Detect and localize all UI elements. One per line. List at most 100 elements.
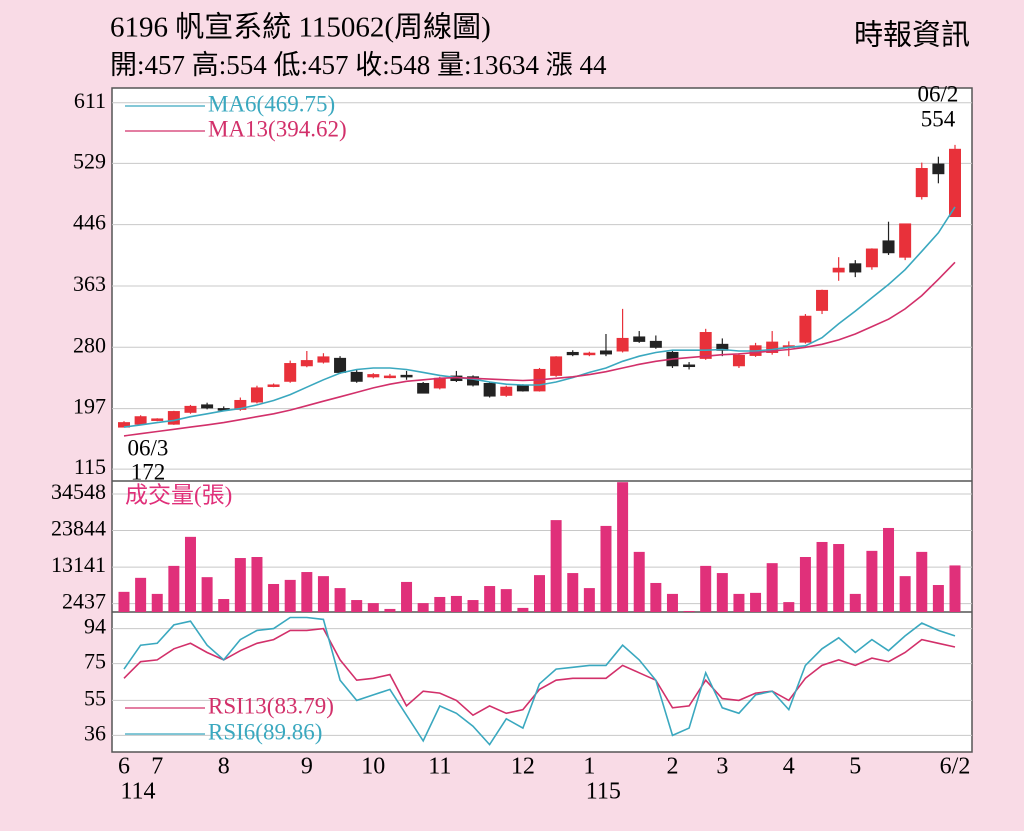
volume-bar	[534, 575, 545, 612]
candle-body	[483, 382, 496, 397]
candle-body	[433, 377, 446, 389]
volume-bar	[184, 536, 196, 612]
volume-bar	[949, 565, 961, 612]
candle-body	[799, 315, 812, 343]
x-tick-label: 7	[151, 754, 163, 780]
volume-bar	[650, 582, 662, 612]
y-tick-label: 36	[84, 720, 106, 745]
volume-bar	[583, 588, 595, 612]
volume-bar	[417, 603, 429, 612]
volume-bar	[633, 551, 645, 612]
x-tick-label: 9	[301, 754, 313, 780]
volume-bar	[617, 482, 629, 612]
candle-body	[732, 354, 745, 367]
volume-bar	[666, 593, 678, 612]
candle-body	[683, 364, 696, 368]
quote-info: 開:457 高:554 低:457 收:548 量:13634 漲 44	[110, 50, 607, 80]
volume-bar	[799, 557, 811, 612]
y-tick-label: 115	[74, 454, 106, 479]
volume-bar	[301, 572, 313, 612]
volume-bar	[683, 610, 695, 612]
volume-bar	[351, 600, 363, 612]
volume-bar	[750, 592, 762, 612]
volume-bar	[866, 550, 878, 612]
y-tick-label: 363	[73, 271, 106, 296]
candle-body	[832, 267, 845, 273]
volume-bar	[550, 520, 562, 612]
candle-body	[649, 340, 662, 348]
volume-bar	[833, 544, 845, 612]
candle-body	[400, 374, 413, 378]
candle-body	[350, 371, 363, 382]
candle-body	[134, 416, 147, 425]
x-tick-label: 3	[716, 754, 728, 780]
candle-body	[616, 337, 629, 352]
volume-bar	[700, 565, 712, 612]
y-tick-label: 94	[84, 614, 106, 639]
volume-bar	[367, 603, 379, 612]
x-tick-label: 1	[583, 754, 595, 780]
x-year-label: 114	[120, 779, 155, 805]
title: 6196 帆宣系統 115062(周線圖)	[110, 11, 491, 44]
volume-bar	[816, 541, 828, 612]
volume-bar	[517, 607, 529, 612]
volume-bar	[733, 593, 745, 612]
candle-body	[915, 168, 928, 198]
line	[123, 627, 956, 717]
candle-body	[882, 240, 895, 254]
volume-bar	[384, 608, 396, 612]
volume-bar	[268, 583, 280, 612]
candle-body	[250, 387, 263, 403]
x-tick-label: 11	[428, 754, 451, 780]
line	[123, 616, 956, 746]
volume-bar	[600, 525, 612, 612]
candle-body	[334, 357, 347, 373]
y-tick-label: 280	[73, 332, 106, 357]
volume-bar	[899, 576, 911, 612]
volume-bar	[118, 591, 130, 612]
y-tick-label: 611	[74, 88, 106, 113]
volume-bar	[284, 579, 296, 612]
candle-body	[766, 341, 779, 353]
x-tick-label: 6	[118, 754, 130, 780]
candle-body	[633, 336, 646, 342]
annotation: 554	[921, 106, 956, 131]
candle-body	[467, 376, 480, 386]
line	[123, 261, 956, 437]
y-tick-label: 55	[84, 685, 106, 710]
volume-bar	[766, 563, 778, 612]
source: 時報資訊	[854, 19, 970, 52]
candle-body	[317, 356, 330, 363]
x-tick-label: 12	[511, 754, 535, 780]
volume-bar	[484, 586, 496, 612]
candle-body	[932, 163, 945, 175]
candle-body	[865, 248, 878, 268]
legend-label: MA13(394.62)	[208, 116, 347, 141]
candle-body	[566, 351, 579, 356]
candle-body	[151, 418, 164, 421]
candle-body	[267, 384, 280, 387]
candle-body	[367, 374, 380, 378]
volume-bar	[201, 577, 213, 612]
candle-body	[583, 352, 596, 356]
x-tick-label: 2	[666, 754, 678, 780]
volume-bar	[500, 589, 512, 612]
volume-bar	[916, 551, 928, 612]
volume-bar	[234, 558, 246, 612]
annotation: 06/3	[128, 435, 169, 460]
volume-bar	[467, 600, 479, 612]
candle-body	[816, 289, 829, 311]
candle-body	[284, 363, 297, 382]
annotation: 06/2	[918, 81, 959, 106]
candle-body	[167, 411, 180, 425]
volume-bar	[849, 593, 861, 612]
y-tick-label: 2437	[62, 589, 106, 614]
volume-bar	[135, 577, 147, 612]
candle-body	[184, 405, 197, 413]
candle-body	[899, 223, 912, 258]
x-tick-label: 10	[361, 754, 385, 780]
candle-body	[516, 385, 529, 392]
candle-body	[599, 350, 612, 355]
